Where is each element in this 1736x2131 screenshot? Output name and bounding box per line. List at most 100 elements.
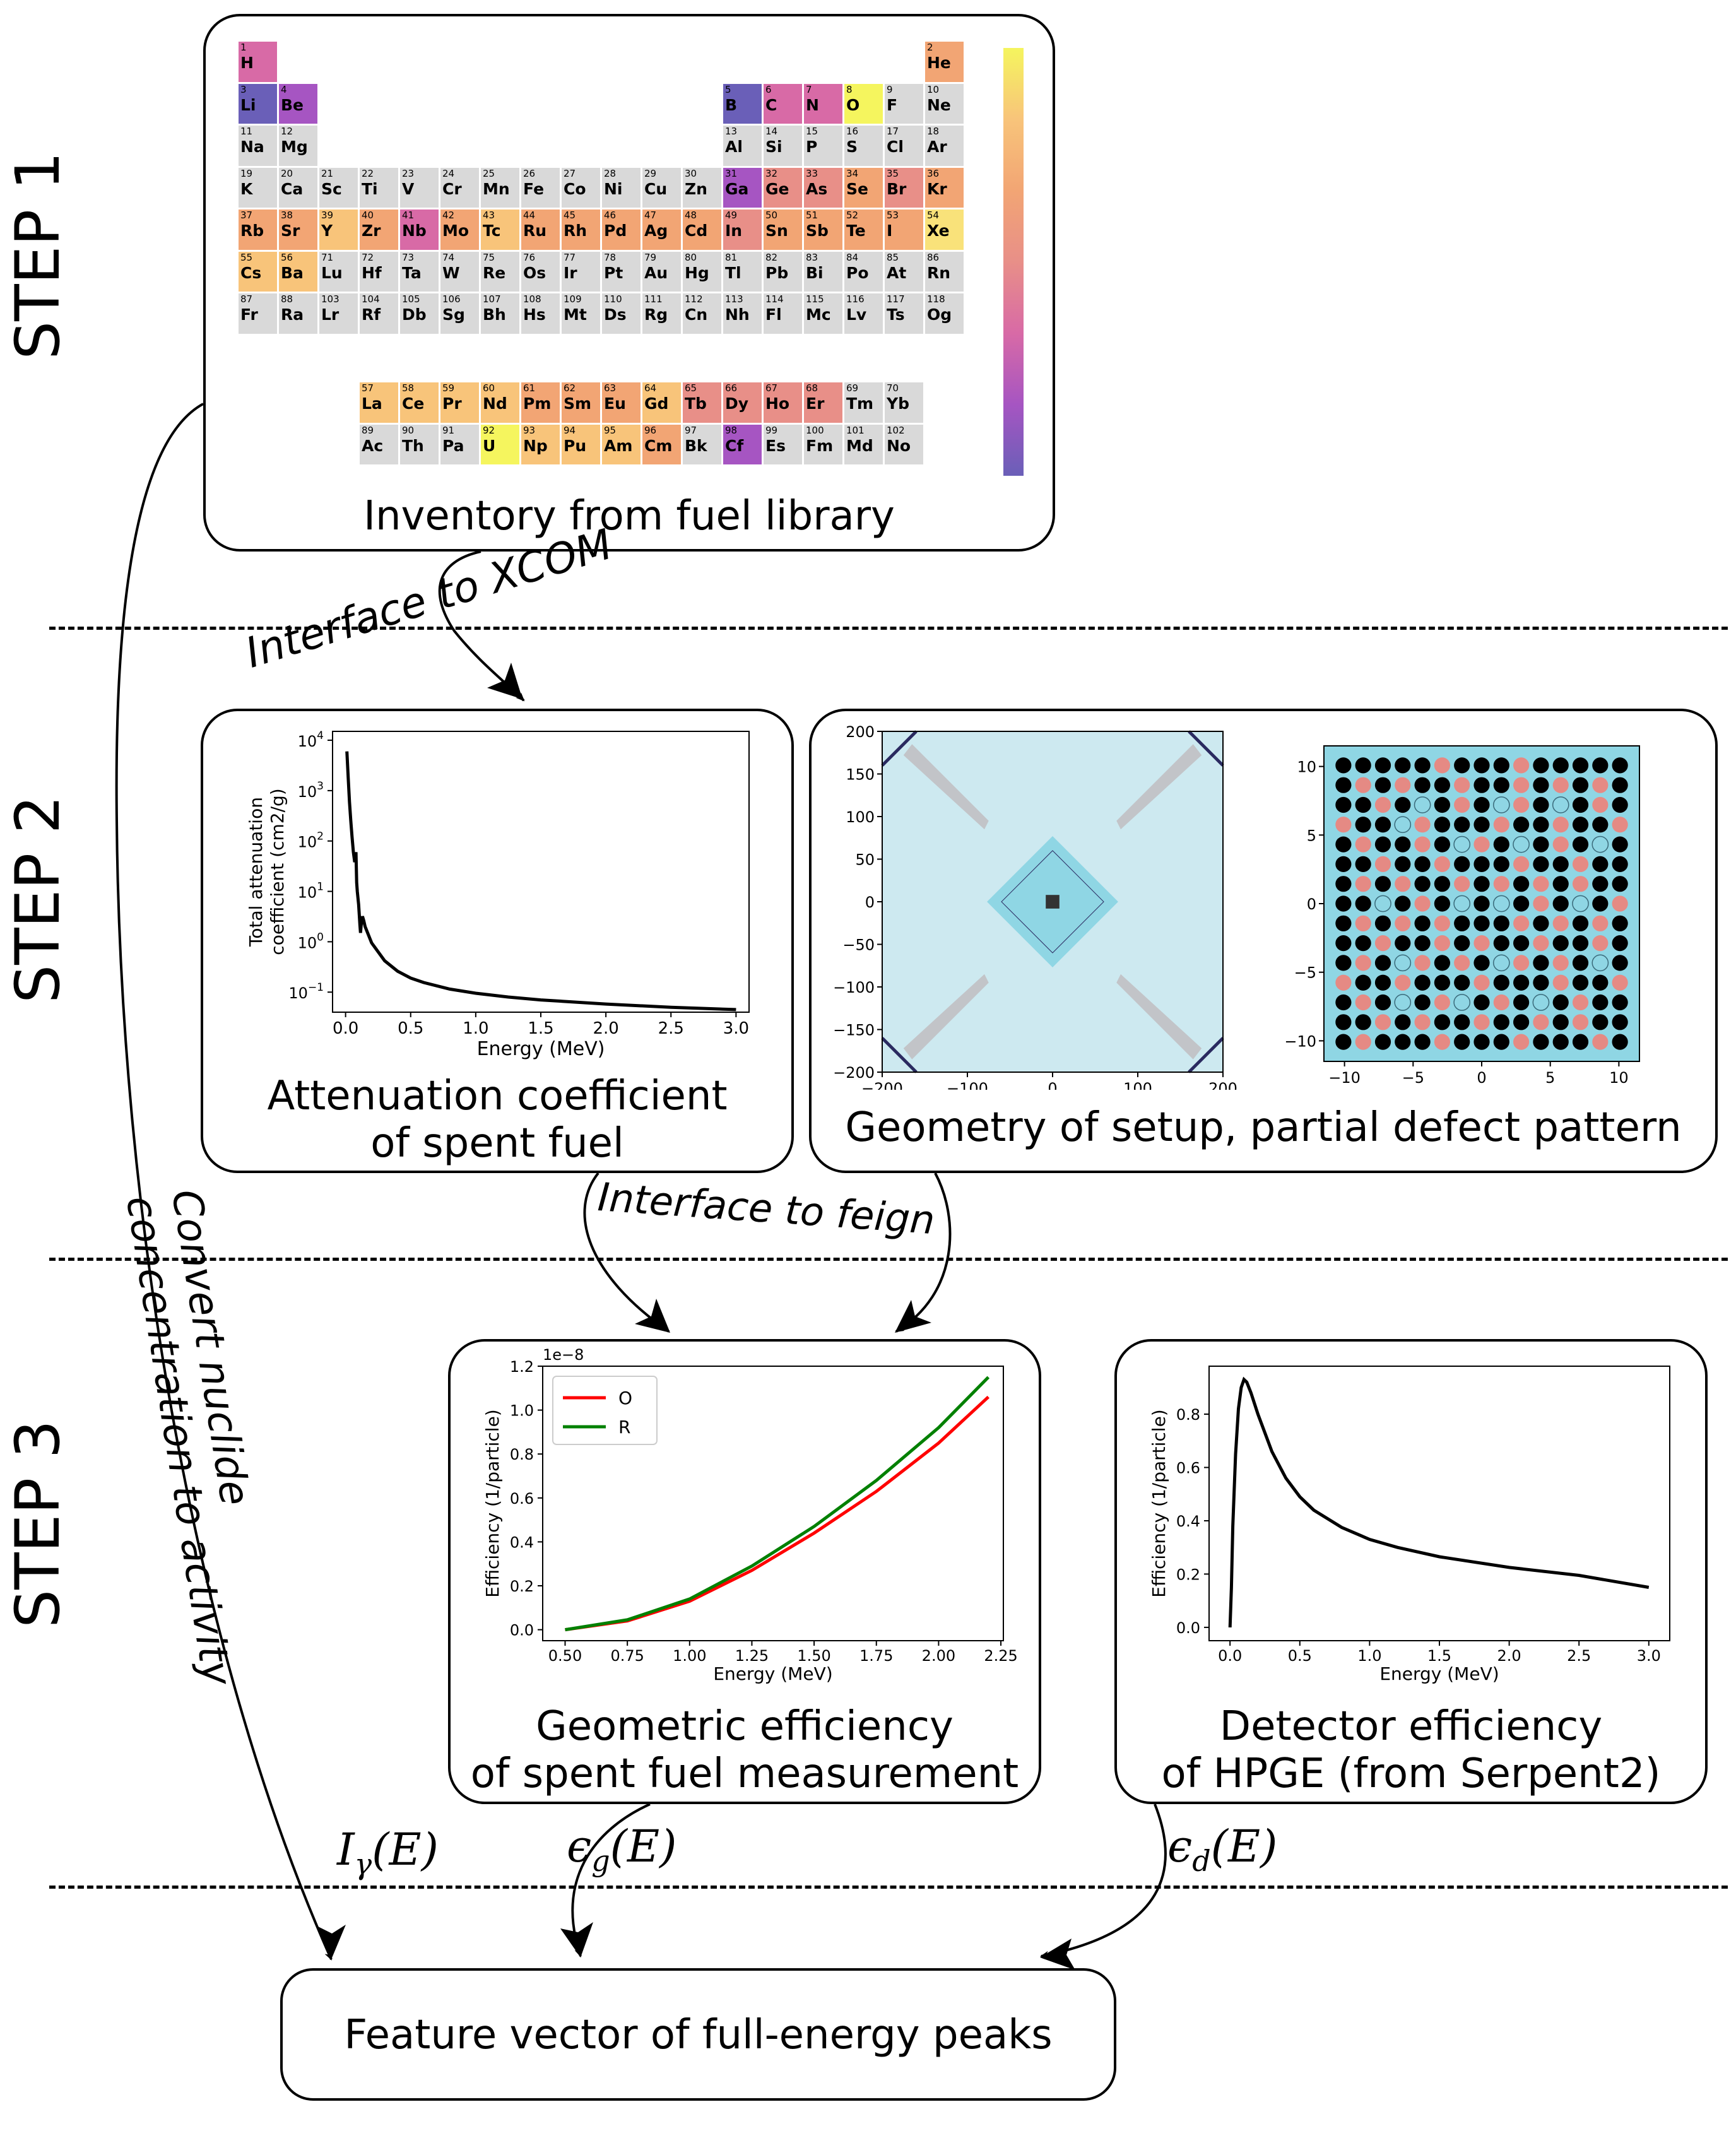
corner-wall <box>1188 730 1224 767</box>
element-symbol: Lu <box>321 263 343 282</box>
y-tick-label: 5 <box>1307 827 1316 844</box>
element-number: 39 <box>321 210 334 221</box>
fuel-rod <box>1434 777 1450 793</box>
element-cr: 24 Cr <box>440 167 479 208</box>
removed-rod <box>1513 915 1530 931</box>
element-cd: 48 Cd <box>683 210 721 250</box>
element-symbol: Ar <box>927 138 947 156</box>
element-si: 14 Si <box>764 126 802 166</box>
legend: OR <box>552 1376 658 1445</box>
fuel-rod <box>1473 994 1490 1011</box>
fuel-rod <box>1493 974 1509 991</box>
fuel-rod <box>1395 1014 1411 1030</box>
element-symbol: Fm <box>806 436 834 455</box>
element-symbol: Fr <box>240 305 258 324</box>
y-tick-label: 50 <box>855 851 875 869</box>
x-tick-label: 1.50 <box>797 1647 830 1665</box>
x-tick-label: 0 <box>1477 1069 1486 1087</box>
element-number: 68 <box>806 382 818 394</box>
y-tick-label: 0.8 <box>510 1446 534 1463</box>
x-tick-label: 0.5 <box>1288 1647 1312 1665</box>
removed-rod <box>1374 796 1391 813</box>
fuel-rod <box>1493 856 1509 872</box>
element-symbol: Er <box>806 394 825 413</box>
removed-rod <box>1335 817 1352 833</box>
fuel-rod <box>1592 994 1609 1011</box>
fuel-rod <box>1612 856 1628 872</box>
element-re: 75 Re <box>481 251 519 292</box>
element-te: 52 Te <box>844 210 883 250</box>
fuel-rod <box>1374 817 1391 833</box>
y-tick-exponent: 2 <box>317 830 324 843</box>
element-ru: 44 Ru <box>521 210 560 250</box>
y-tick-label: 103 <box>298 780 324 801</box>
element-eu: 63 Eu <box>602 382 641 423</box>
y-tick-label: 1.0 <box>510 1402 534 1420</box>
fuel-rod <box>1612 1014 1628 1030</box>
y-tick-label: 102 <box>298 830 324 851</box>
removed-rod <box>1513 856 1530 872</box>
arrowhead-attenuation <box>487 663 523 699</box>
element-number: 8 <box>846 83 853 95</box>
element-ho: 67 Ho <box>764 382 802 423</box>
element-number: 13 <box>725 126 738 137</box>
fuel-rod <box>1533 796 1549 813</box>
shield-bottom-right <box>1116 974 1202 1060</box>
element-number: 62 <box>564 382 576 394</box>
fuel-rod <box>1335 777 1352 793</box>
offset-text: 1e−8 <box>543 1346 584 1364</box>
element-number: 114 <box>765 293 784 305</box>
x-tick-label: 5 <box>1545 1069 1555 1087</box>
fuel-rod <box>1493 777 1509 793</box>
shield-top-right <box>1116 744 1202 830</box>
element-number: 110 <box>604 293 622 305</box>
element-number: 10 <box>927 83 940 95</box>
element-number: 24 <box>442 167 455 179</box>
fuel-rod <box>1454 935 1470 952</box>
step2-label: STEP 2 <box>3 795 73 1003</box>
element-mt: 109 Mt <box>562 293 600 334</box>
fuel-rod <box>1552 935 1569 952</box>
empty-position <box>1414 796 1431 813</box>
y-axis-label: Efficiency (1/particle) <box>482 1409 503 1597</box>
fuel-rod <box>1454 915 1470 931</box>
x-tick-label: 10 <box>1609 1069 1629 1087</box>
fuel-rod <box>1454 974 1470 991</box>
element-number: 18 <box>927 126 940 137</box>
element-sn: 50 Sn <box>764 210 802 250</box>
fuel-rod <box>1374 876 1391 892</box>
attenuation-caption-line2: of spent fuel <box>370 1120 624 1167</box>
removed-rod <box>1434 994 1450 1011</box>
element-br: 35 Br <box>885 167 923 208</box>
element-number: 96 <box>644 424 657 436</box>
fuel-rod <box>1454 817 1470 833</box>
x-tick-label: 200 <box>1208 1080 1237 1090</box>
fuel-rod <box>1414 856 1431 872</box>
fuel-rod <box>1572 1034 1589 1050</box>
element-pa: 91 Pa <box>440 424 479 464</box>
element-fl: 114 Fl <box>764 293 802 334</box>
removed-rod <box>1355 836 1371 853</box>
empty-position <box>1591 835 1609 853</box>
element-symbol: Cn <box>685 305 708 324</box>
element-number: 107 <box>483 293 501 305</box>
empty-position <box>1453 994 1471 1011</box>
fuel-rod <box>1355 757 1371 774</box>
removed-rod <box>1355 915 1371 931</box>
element-number: 17 <box>887 126 899 137</box>
fuel-rod <box>1592 856 1609 872</box>
element-symbol: Kr <box>927 179 947 198</box>
element-number: 98 <box>725 424 738 436</box>
arrowhead-feature-left <box>317 1925 346 1959</box>
fuel-rod <box>1414 915 1431 931</box>
fuel-rod <box>1533 1034 1549 1050</box>
fuel-rod <box>1473 757 1490 774</box>
element-symbol: Li <box>240 95 256 114</box>
element-number: 16 <box>846 126 859 137</box>
fuel-rod <box>1572 935 1589 952</box>
element-zn: 30 Zn <box>683 167 721 208</box>
element-u: 92 U <box>481 424 519 464</box>
removed-rod <box>1513 777 1530 793</box>
